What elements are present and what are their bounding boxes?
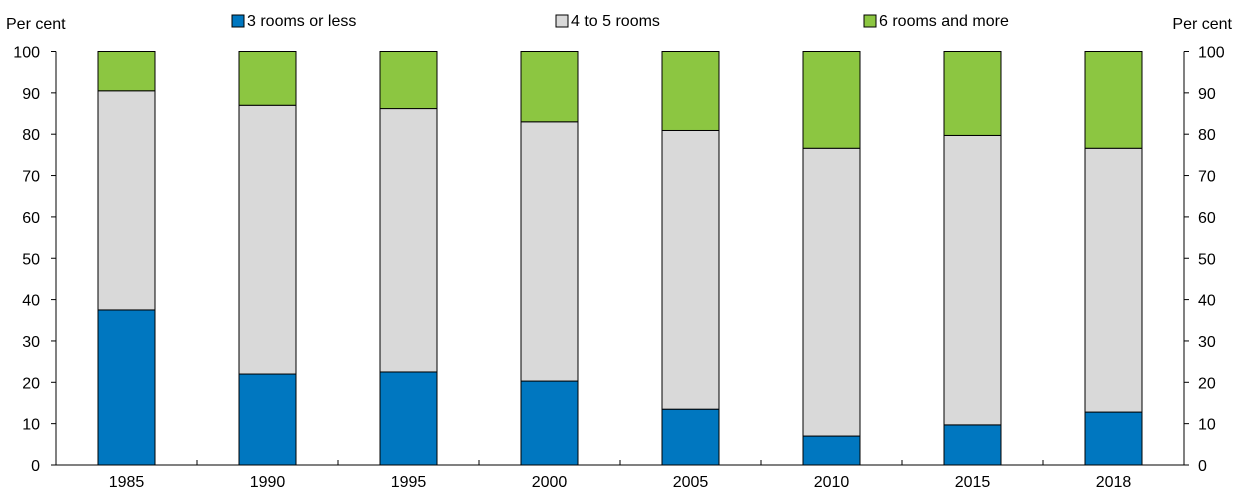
y-tick-label-left: 0 [31,458,40,475]
y-tick-label-right: 90 [1198,86,1216,103]
y-tick-label-right: 40 [1198,293,1216,310]
y-tick-label-right: 50 [1198,251,1216,268]
bar-segment [379,108,438,373]
y-tick-label-left: 30 [22,334,40,351]
y-tick-label-right: 0 [1198,458,1207,475]
x-tick-label: 2018 [1096,474,1132,491]
bar-segment [661,129,720,410]
y-tick-label-left: 50 [22,251,40,268]
legend-label: 4 to 5 rooms [571,13,660,30]
bar-segment [97,51,156,92]
bar-segment [802,51,861,149]
y-axis-label-right: Per cent [1172,16,1232,33]
bar-segment [238,51,297,106]
y-tick-label-right: 10 [1198,417,1216,434]
legend: 3 rooms or less 4 to 5 rooms 6 rooms and m… [231,13,1009,30]
y-tick-label-left: 80 [22,127,40,144]
bars [97,51,1143,466]
x-tick-label: 2010 [814,474,850,491]
legend-label: 6 rooms and more [879,13,1009,30]
y-tick-label-right: 80 [1198,127,1216,144]
bar-segment [238,373,297,466]
bar-segment [238,104,297,375]
bar-segment [520,51,579,123]
bar-segment [943,51,1002,136]
x-tick-label: 2000 [532,474,568,491]
legend-swatch [555,14,569,28]
bar-segment [520,121,579,382]
legend-swatch [231,14,245,28]
y-tick-label-right: 60 [1198,210,1216,227]
bar-segment [1084,147,1143,413]
bar-segment [661,408,720,466]
y-tick-label-right: 70 [1198,169,1216,186]
bar-segment [97,90,156,311]
y-tick-label-right: 100 [1198,45,1225,62]
bar-segment [1084,411,1143,466]
bar-segment [379,371,438,466]
legend-label: 3 rooms or less [247,13,356,30]
bar-segment [802,435,861,466]
x-axis: 1985 1990 1995 2000 2005 2010 2015 2018 [55,460,1185,491]
y-tick-label-left: 20 [22,375,40,392]
y-axis-label-left: Per cent [6,16,66,33]
y-tick-label-left: 10 [22,417,40,434]
x-tick-label: 1990 [250,474,286,491]
x-tick-label: 1985 [109,474,145,491]
x-tick-label: 1995 [391,474,427,491]
bar-segment [379,51,438,110]
legend-swatch [863,14,877,28]
y-axis-left: 0 10 20 30 40 50 60 70 80 90 100 [13,45,57,475]
y-tick-label-left: 70 [22,169,40,186]
bar-segment [520,380,579,466]
bar-segment [943,134,1002,426]
y-axis-right: 0 10 20 30 40 50 60 70 80 90 100 [1183,45,1225,475]
bar-segment [802,147,861,437]
bar-segment [943,424,1002,466]
y-tick-label-right: 30 [1198,334,1216,351]
x-tick-label: 2005 [673,474,709,491]
x-tick-label: 2015 [955,474,991,491]
bar-segment [1084,51,1143,149]
bar-segment [661,51,720,131]
y-tick-label-right: 20 [1198,375,1216,392]
y-tick-label-left: 60 [22,210,40,227]
bar-segment [97,309,156,466]
y-tick-label-left: 90 [22,86,40,103]
y-tick-label-left: 100 [13,45,40,62]
y-tick-label-left: 40 [22,293,40,310]
